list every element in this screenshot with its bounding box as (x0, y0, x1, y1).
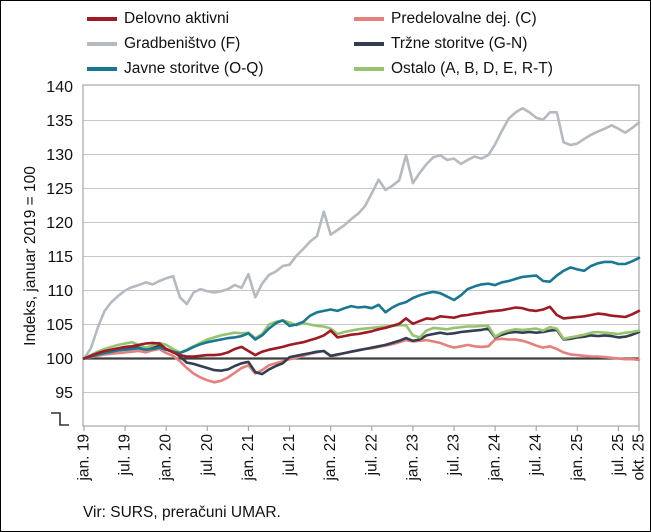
plot-border (82, 84, 640, 427)
legend-item-ostalo: Ostalo (A, B, D, E, R-T) (354, 59, 553, 79)
x-tick-label-jul-19: jul. 19 (117, 434, 134, 476)
legend-swatch-icon (354, 42, 384, 46)
series-line-gradbeni-tvo-f (82, 107, 641, 360)
x-tick-label-jan-23: jan. 23 (404, 434, 421, 482)
y-tick-label-115: 115 (47, 249, 73, 266)
y-tick-label-135: 135 (46, 113, 73, 130)
legend-item-gradbenistvo: Gradbeništvo (F) (87, 34, 240, 54)
legend-item-javne-storitve: Javne storitve (O-Q) (87, 59, 264, 79)
series-line-delovno-aktivni (82, 305, 641, 360)
x-tick-label-jan-21: jan. 21 (240, 434, 257, 482)
legend-label: Javne storitve (O-Q) (124, 60, 264, 78)
y-tick-label-130: 130 (46, 147, 73, 164)
x-tick-label-okt-25: okt. 25 (631, 434, 648, 481)
y-tick-label-120: 120 (46, 215, 73, 232)
legend-label: Tržne storitve (G-N) (391, 35, 528, 53)
x-tick-label-jul-24: jul. 24 (528, 434, 545, 477)
legend-label: Gradbeništvo (F) (124, 35, 241, 53)
legend-item-delovno-aktivni: Delovno aktivni (87, 9, 229, 29)
x-tick-label-jan-25: jan. 25 (569, 434, 586, 482)
legend-swatch-icon (87, 67, 117, 71)
legend-swatch-icon (87, 17, 117, 21)
x-tick-label-jan-22: jan. 22 (322, 434, 339, 482)
y-tick-label-95: 95 (55, 385, 73, 402)
legend-item-predelovalne-dej: Predelovalne dej. (C) (354, 9, 537, 29)
legend-swatch-icon (87, 42, 117, 46)
legend-item-trzne-storitve: Tržne storitve (G-N) (354, 34, 527, 54)
y-tick-label-105: 105 (46, 317, 73, 334)
series-line-ostalo-a-b-d-e-r-t (82, 319, 641, 360)
legend-swatch-icon (354, 17, 384, 21)
x-tick-label-jul-22: jul. 22 (363, 434, 380, 476)
axis-break-icon (51, 412, 69, 426)
legend-label: Ostalo (A, B, D, E, R-T) (391, 60, 553, 78)
x-tick-label-jan-19: jan. 19 (76, 434, 93, 482)
x-tick-label-jul-25: jul. 25 (610, 434, 627, 476)
y-tick-label-140: 140 (46, 79, 73, 96)
x-tick-label-jul-23: jul. 23 (446, 434, 463, 476)
legend-label: Predelovalne dej. (C) (391, 10, 537, 28)
legend-swatch-icon (354, 67, 384, 71)
x-tick-label-jan-24: jan. 24 (487, 434, 504, 482)
y-tick-label-110: 110 (47, 283, 73, 300)
source-note: Vir: SURS, preračuni UMAR. (83, 504, 281, 521)
x-tick-label-jan-20: jan. 20 (158, 434, 175, 482)
y-tick-label-125: 125 (46, 181, 73, 198)
x-tick-label-jul-20: jul. 20 (199, 434, 216, 477)
series-line-javne-storitve-o-q (82, 256, 641, 360)
y-tick-label-100: 100 (46, 351, 73, 368)
legend-label: Delovno aktivni (124, 10, 230, 28)
x-tick-label-jul-21: jul. 21 (281, 434, 298, 476)
